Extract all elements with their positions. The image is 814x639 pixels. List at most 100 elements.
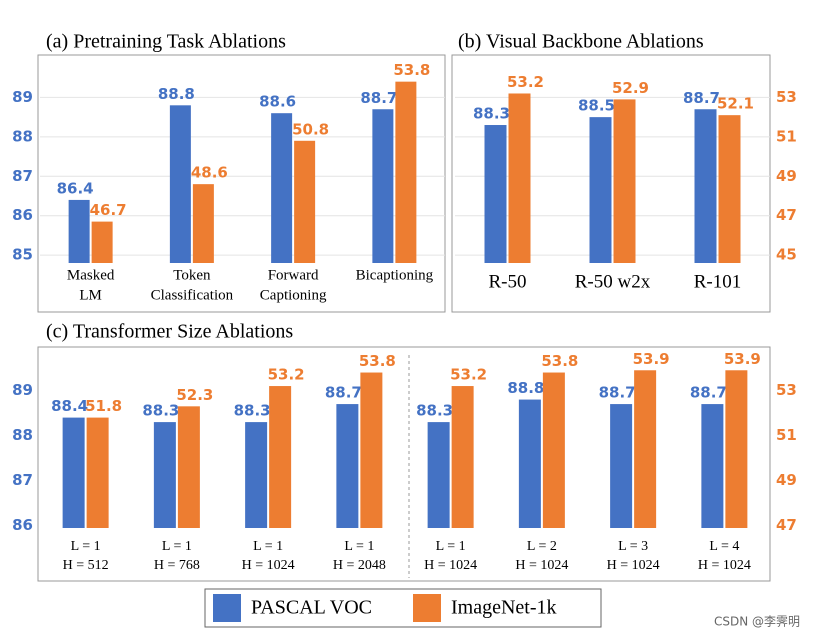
bar	[294, 140, 316, 263]
x-tick-label: L = 1	[253, 539, 283, 554]
y2-tick-label: 51	[776, 426, 797, 444]
panel-frame	[37, 346, 771, 582]
bar	[372, 109, 394, 263]
y-tick-label: 88	[12, 426, 33, 444]
x-tick-label: H = 2048	[333, 558, 386, 573]
panel-frame	[451, 54, 771, 313]
value-label: 86.4	[57, 179, 94, 197]
bar	[91, 221, 113, 263]
bar	[589, 117, 612, 263]
y2-tick-label: 53	[776, 381, 797, 399]
x-tick-label: L = 1	[71, 539, 101, 554]
panel-frame	[37, 54, 446, 313]
value-label: 88.5	[578, 97, 615, 115]
x-tick-label: H = 1024	[424, 558, 477, 573]
x-tick-label: Bicaptioning	[356, 267, 434, 283]
x-tick-label: R-50	[489, 271, 527, 292]
watermark: CSDN @李霁明	[714, 614, 800, 629]
y2-tick-label: 53	[776, 88, 797, 106]
x-tick-label: H = 1024	[698, 558, 751, 573]
bar	[613, 99, 636, 264]
x-tick-label: R-50 w2x	[575, 271, 651, 292]
panel-title: (b) Visual Backbone Ablations	[458, 31, 704, 53]
legend-swatch	[413, 594, 441, 622]
x-tick-label: L = 1	[162, 539, 192, 554]
y-tick-label: 87	[12, 167, 33, 185]
x-tick-label: L = 1	[436, 539, 466, 554]
value-label: 88.7	[360, 89, 397, 107]
x-tick-label: R-101	[694, 271, 742, 292]
value-label: 53.8	[541, 352, 578, 370]
legend-label: PASCAL VOC	[251, 597, 372, 619]
value-label: 46.7	[90, 201, 127, 219]
bar	[192, 184, 214, 263]
value-label: 51.8	[85, 397, 122, 415]
bar	[269, 386, 292, 528]
x-tick-label: H = 1024	[515, 558, 568, 573]
value-label: 88.3	[234, 402, 271, 420]
value-label: 53.8	[393, 61, 430, 79]
value-label: 88.4	[51, 397, 88, 415]
y2-tick-label: 47	[776, 516, 797, 534]
x-tick-label: H = 1024	[242, 558, 295, 573]
y-tick-label: 89	[12, 381, 33, 399]
value-label: 53.2	[268, 366, 305, 384]
value-label: 48.6	[191, 164, 228, 182]
x-tick-label: L = 1	[344, 539, 374, 554]
x-tick-label: H = 768	[154, 558, 200, 573]
value-label: 50.8	[292, 120, 329, 138]
y2-tick-label: 45	[776, 246, 797, 264]
value-label: 53.9	[724, 350, 761, 368]
y2-tick-label: 51	[776, 127, 797, 145]
value-label: 53.2	[507, 73, 544, 91]
value-label: 88.7	[683, 89, 720, 107]
y-tick-label: 88	[12, 127, 33, 145]
bar	[153, 422, 176, 528]
bar	[725, 370, 748, 528]
value-label: 52.1	[717, 95, 754, 113]
legend-frame	[204, 588, 602, 628]
x-tick-label: Forward	[268, 267, 319, 283]
value-label: 88.7	[599, 384, 636, 402]
value-label: 52.9	[612, 79, 649, 97]
value-label: 88.7	[325, 384, 362, 402]
x-tick-label: Token	[173, 267, 211, 283]
y2-tick-label: 49	[776, 167, 797, 185]
x-tick-label: LM	[79, 287, 102, 303]
y-tick-label: 86	[12, 206, 33, 224]
x-tick-label: Classification	[151, 287, 234, 303]
bar	[360, 372, 383, 528]
bar	[177, 406, 200, 528]
bar	[68, 199, 90, 263]
value-label: 88.8	[158, 85, 195, 103]
value-label: 53.2	[450, 366, 487, 384]
value-label: 53.8	[359, 352, 396, 370]
y-tick-label: 89	[12, 88, 33, 106]
x-tick-label: Captioning	[260, 287, 327, 303]
bar	[169, 105, 191, 263]
bar	[62, 417, 85, 528]
bar	[451, 386, 474, 528]
value-label: 52.3	[176, 386, 213, 404]
bar	[427, 422, 450, 528]
bar	[271, 113, 293, 263]
legend-label: ImageNet-1k	[451, 597, 557, 619]
legend-swatch	[213, 594, 241, 622]
value-label: 88.6	[259, 93, 296, 111]
x-tick-label: H = 512	[63, 558, 109, 573]
bar	[718, 115, 741, 264]
x-tick-label: L = 2	[527, 539, 557, 554]
bar	[395, 81, 417, 264]
y-tick-label: 87	[12, 471, 33, 489]
bar	[518, 399, 541, 528]
value-label: 88.3	[416, 402, 453, 420]
value-label: 88.3	[142, 402, 179, 420]
y-tick-label: 86	[12, 516, 33, 534]
bar	[701, 404, 724, 528]
y2-tick-label: 49	[776, 471, 797, 489]
x-tick-label: H = 1024	[607, 558, 660, 573]
bar	[336, 404, 359, 528]
panel-title: (c) Transformer Size Ablations	[46, 321, 293, 343]
bar	[245, 422, 268, 528]
